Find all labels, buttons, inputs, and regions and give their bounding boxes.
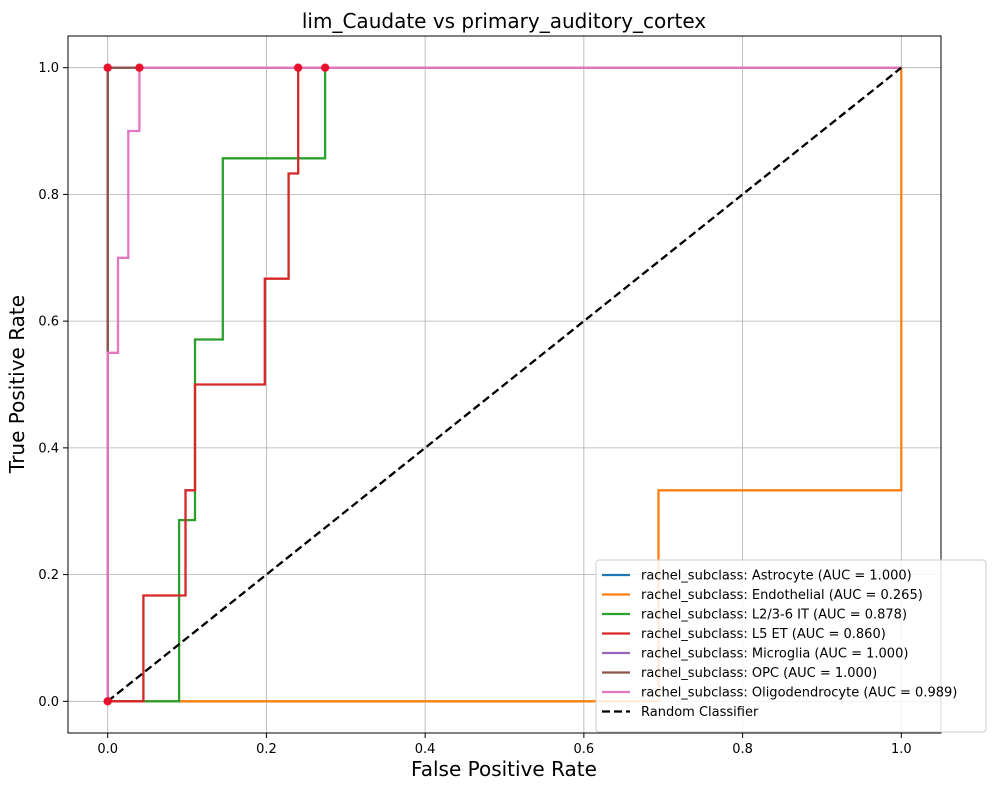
grid-lines bbox=[68, 36, 941, 733]
chart-title: lim_Caudate vs primary_auditory_cortex bbox=[302, 9, 706, 33]
series-line-3 bbox=[107, 66, 902, 703]
y-tick-label: 0.0 bbox=[38, 695, 59, 710]
series-line-7 bbox=[106, 66, 903, 703]
x-tick-label: 0.8 bbox=[732, 742, 753, 757]
x-tick-label: 0.2 bbox=[256, 742, 277, 757]
x-tick-label: 1.0 bbox=[891, 742, 912, 757]
x-tick-label: 0.6 bbox=[574, 742, 595, 757]
legend-box bbox=[595, 559, 987, 733]
legend-entry: rachel_subclass: OPC (AUC = 1.000) bbox=[641, 666, 877, 681]
x-axis-ticks: 0.0 0.2 0.4 0.6 0.8 1.0 bbox=[97, 733, 912, 757]
plot-frame bbox=[67, 35, 942, 734]
legend-entry: rachel_subclass: Oligodendrocyte (AUC = … bbox=[641, 686, 957, 701]
series-line-1 bbox=[107, 67, 903, 703]
x-axis-label: False Positive Rate bbox=[411, 757, 597, 781]
point-marker bbox=[103, 697, 112, 706]
y-tick-label: 0.4 bbox=[38, 441, 59, 456]
point-markers bbox=[103, 63, 330, 706]
point-marker bbox=[320, 63, 330, 72]
legend-entry: Random Classifier bbox=[641, 705, 759, 720]
y-tick-label: 0.6 bbox=[38, 315, 59, 330]
legend-entry: rachel_subclass: L5 ET (AUC = 0.860) bbox=[641, 627, 886, 642]
y-axis-label: True Positive Rate bbox=[5, 295, 29, 474]
legend-entry: rachel_subclass: L2/3-6 IT (AUC = 0.878) bbox=[641, 608, 907, 623]
point-marker bbox=[135, 63, 144, 72]
point-marker bbox=[293, 63, 303, 72]
y-tick-label: 0.2 bbox=[38, 568, 59, 583]
legend-entry: rachel_subclass: Astrocyte (AUC = 1.000) bbox=[641, 569, 912, 584]
legend-entry: rachel_subclass: Endothelial (AUC = 0.26… bbox=[641, 588, 923, 603]
x-tick-label: 0.4 bbox=[415, 742, 436, 757]
series-lines bbox=[106, 66, 903, 703]
y-axis-ticks: 0.0 0.2 0.4 0.6 0.8 1.0 bbox=[38, 61, 68, 710]
series-line-2 bbox=[107, 66, 902, 703]
y-tick-label: 1.0 bbox=[38, 61, 59, 76]
x-tick-label: 0.0 bbox=[97, 742, 118, 757]
legend: rachel_subclass: Astrocyte (AUC = 1.000)… bbox=[595, 559, 987, 733]
point-marker bbox=[103, 63, 112, 72]
legend-entry: rachel_subclass: Microglia (AUC = 1.000) bbox=[641, 647, 908, 662]
y-tick-label: 0.8 bbox=[38, 188, 59, 203]
series-line-6 bbox=[106, 66, 902, 702]
